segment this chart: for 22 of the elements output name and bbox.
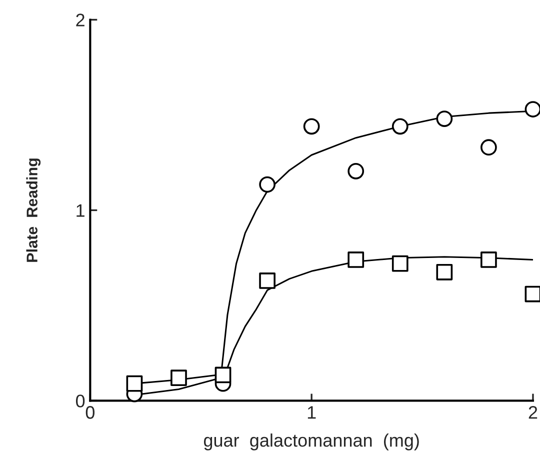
point <box>259 272 276 289</box>
y-axis-title: Plate Reading <box>26 158 41 262</box>
point <box>392 118 408 135</box>
point <box>170 370 187 386</box>
y-tick-label: 1 <box>76 204 84 217</box>
point <box>126 375 143 392</box>
point <box>524 286 540 302</box>
point <box>392 255 408 272</box>
point <box>436 110 453 127</box>
y-tick-label: 2 <box>76 14 84 26</box>
point <box>524 101 540 118</box>
x-axis-title: guar galactomannan (mg) <box>204 434 419 450</box>
point <box>214 366 232 384</box>
x-tick-label: 2 <box>528 406 538 419</box>
x-tick-label: 0 <box>86 406 94 419</box>
point <box>480 252 497 268</box>
point <box>436 264 453 280</box>
x-tick-label: 1 <box>308 406 316 419</box>
point <box>348 252 364 268</box>
point <box>259 176 276 193</box>
point <box>303 118 320 135</box>
y-tick-label: 0 <box>76 394 85 408</box>
